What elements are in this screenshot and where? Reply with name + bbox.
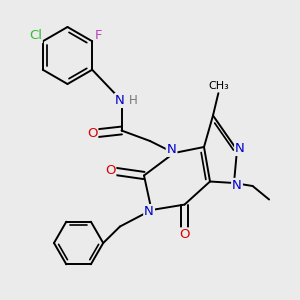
Text: H: H	[128, 94, 137, 107]
Text: O: O	[179, 228, 190, 242]
Text: CH₃: CH₃	[208, 81, 230, 92]
Text: O: O	[87, 127, 97, 140]
Text: N: N	[235, 142, 245, 155]
Text: N: N	[144, 205, 154, 218]
Text: N: N	[167, 143, 176, 156]
Text: N: N	[115, 94, 125, 107]
Text: N: N	[232, 179, 242, 192]
Text: F: F	[95, 29, 103, 42]
Text: Cl: Cl	[29, 29, 42, 42]
Text: O: O	[105, 164, 115, 177]
